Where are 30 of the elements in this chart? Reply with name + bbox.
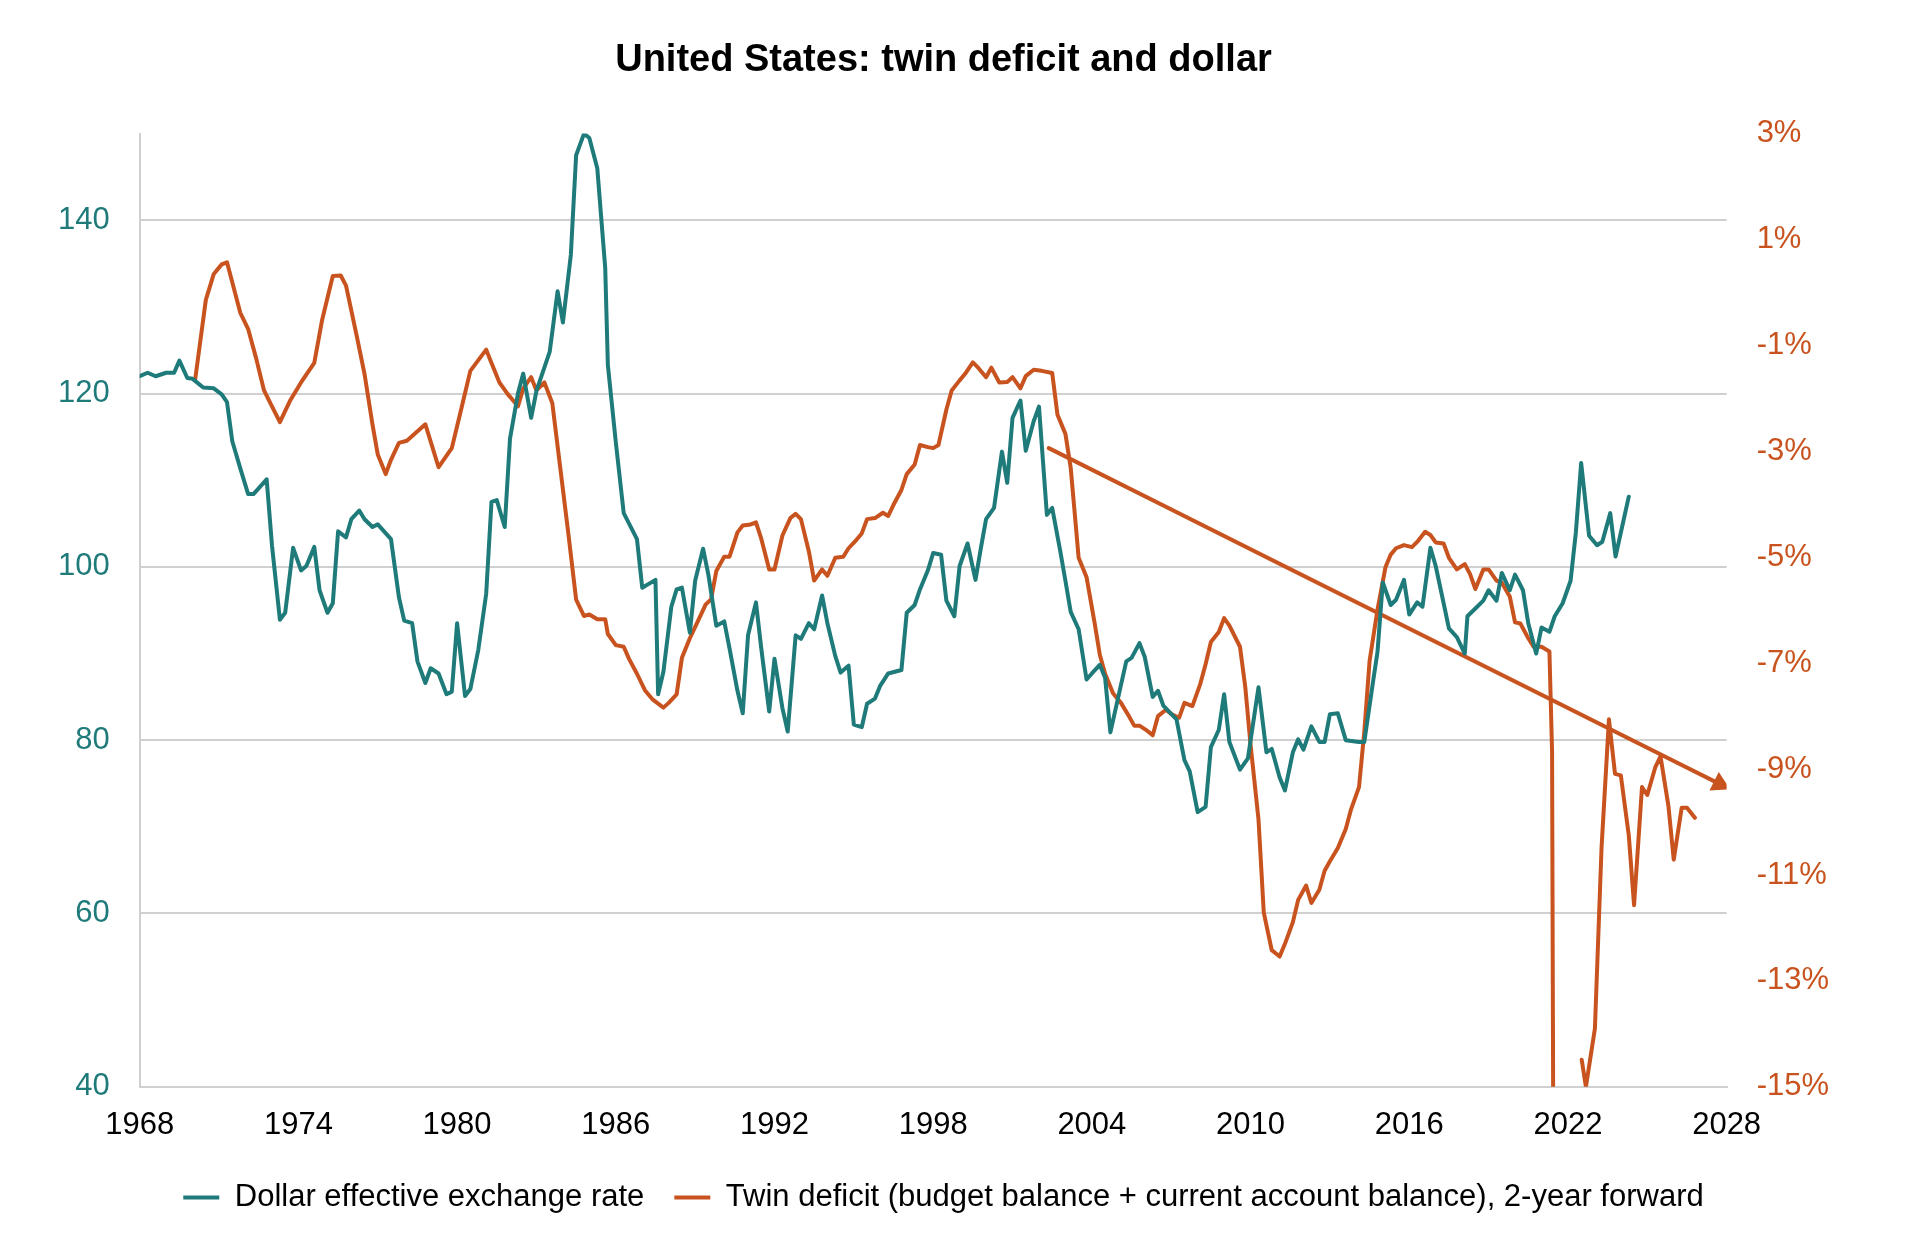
y2-tick-label: -9% (1756, 749, 1812, 785)
x-tick-label: 2010 (1216, 1105, 1286, 1141)
legend-label: Twin deficit (budget balance + current account balance), 2-year forward (725, 1178, 1704, 1214)
y-tick-label: 40 (75, 1067, 110, 1103)
chart-title: United States: twin deficit and dollar (615, 37, 1273, 80)
x-tick-label: 1992 (740, 1105, 809, 1141)
legend-label: Dollar effective exchange rate (234, 1178, 645, 1214)
x-tick-label: 1986 (581, 1105, 651, 1141)
y2-tick-label: -13% (1756, 961, 1830, 997)
y2-tick-label: 3% (1756, 114, 1802, 150)
x-tick-label: 2004 (1057, 1105, 1127, 1141)
y2-tick-label: -1% (1756, 325, 1812, 361)
y2-tick-label: -15% (1756, 1067, 1830, 1103)
y-tick-label: 60 (75, 894, 110, 930)
x-tick-label: 2022 (1533, 1105, 1603, 1141)
y2-tick-label: -11% (1756, 855, 1827, 891)
y2-tick-label: -3% (1756, 431, 1812, 467)
x-tick-label: 1980 (422, 1105, 492, 1141)
y2-tick-label: -7% (1756, 643, 1812, 679)
y2-tick-label: 1% (1756, 220, 1802, 256)
x-tick-label: 2016 (1374, 1105, 1444, 1141)
y-tick-label: 120 (57, 374, 110, 410)
y-tick-label: 100 (57, 547, 110, 583)
x-tick-label: 1968 (105, 1105, 175, 1141)
x-tick-label: 1998 (898, 1105, 968, 1141)
y2-tick-label: -5% (1756, 537, 1812, 573)
y-tick-label: 80 (75, 720, 110, 756)
x-tick-label: 1974 (263, 1105, 333, 1141)
x-tick-label: 2028 (1692, 1105, 1762, 1141)
y-tick-label: 140 (57, 200, 110, 236)
